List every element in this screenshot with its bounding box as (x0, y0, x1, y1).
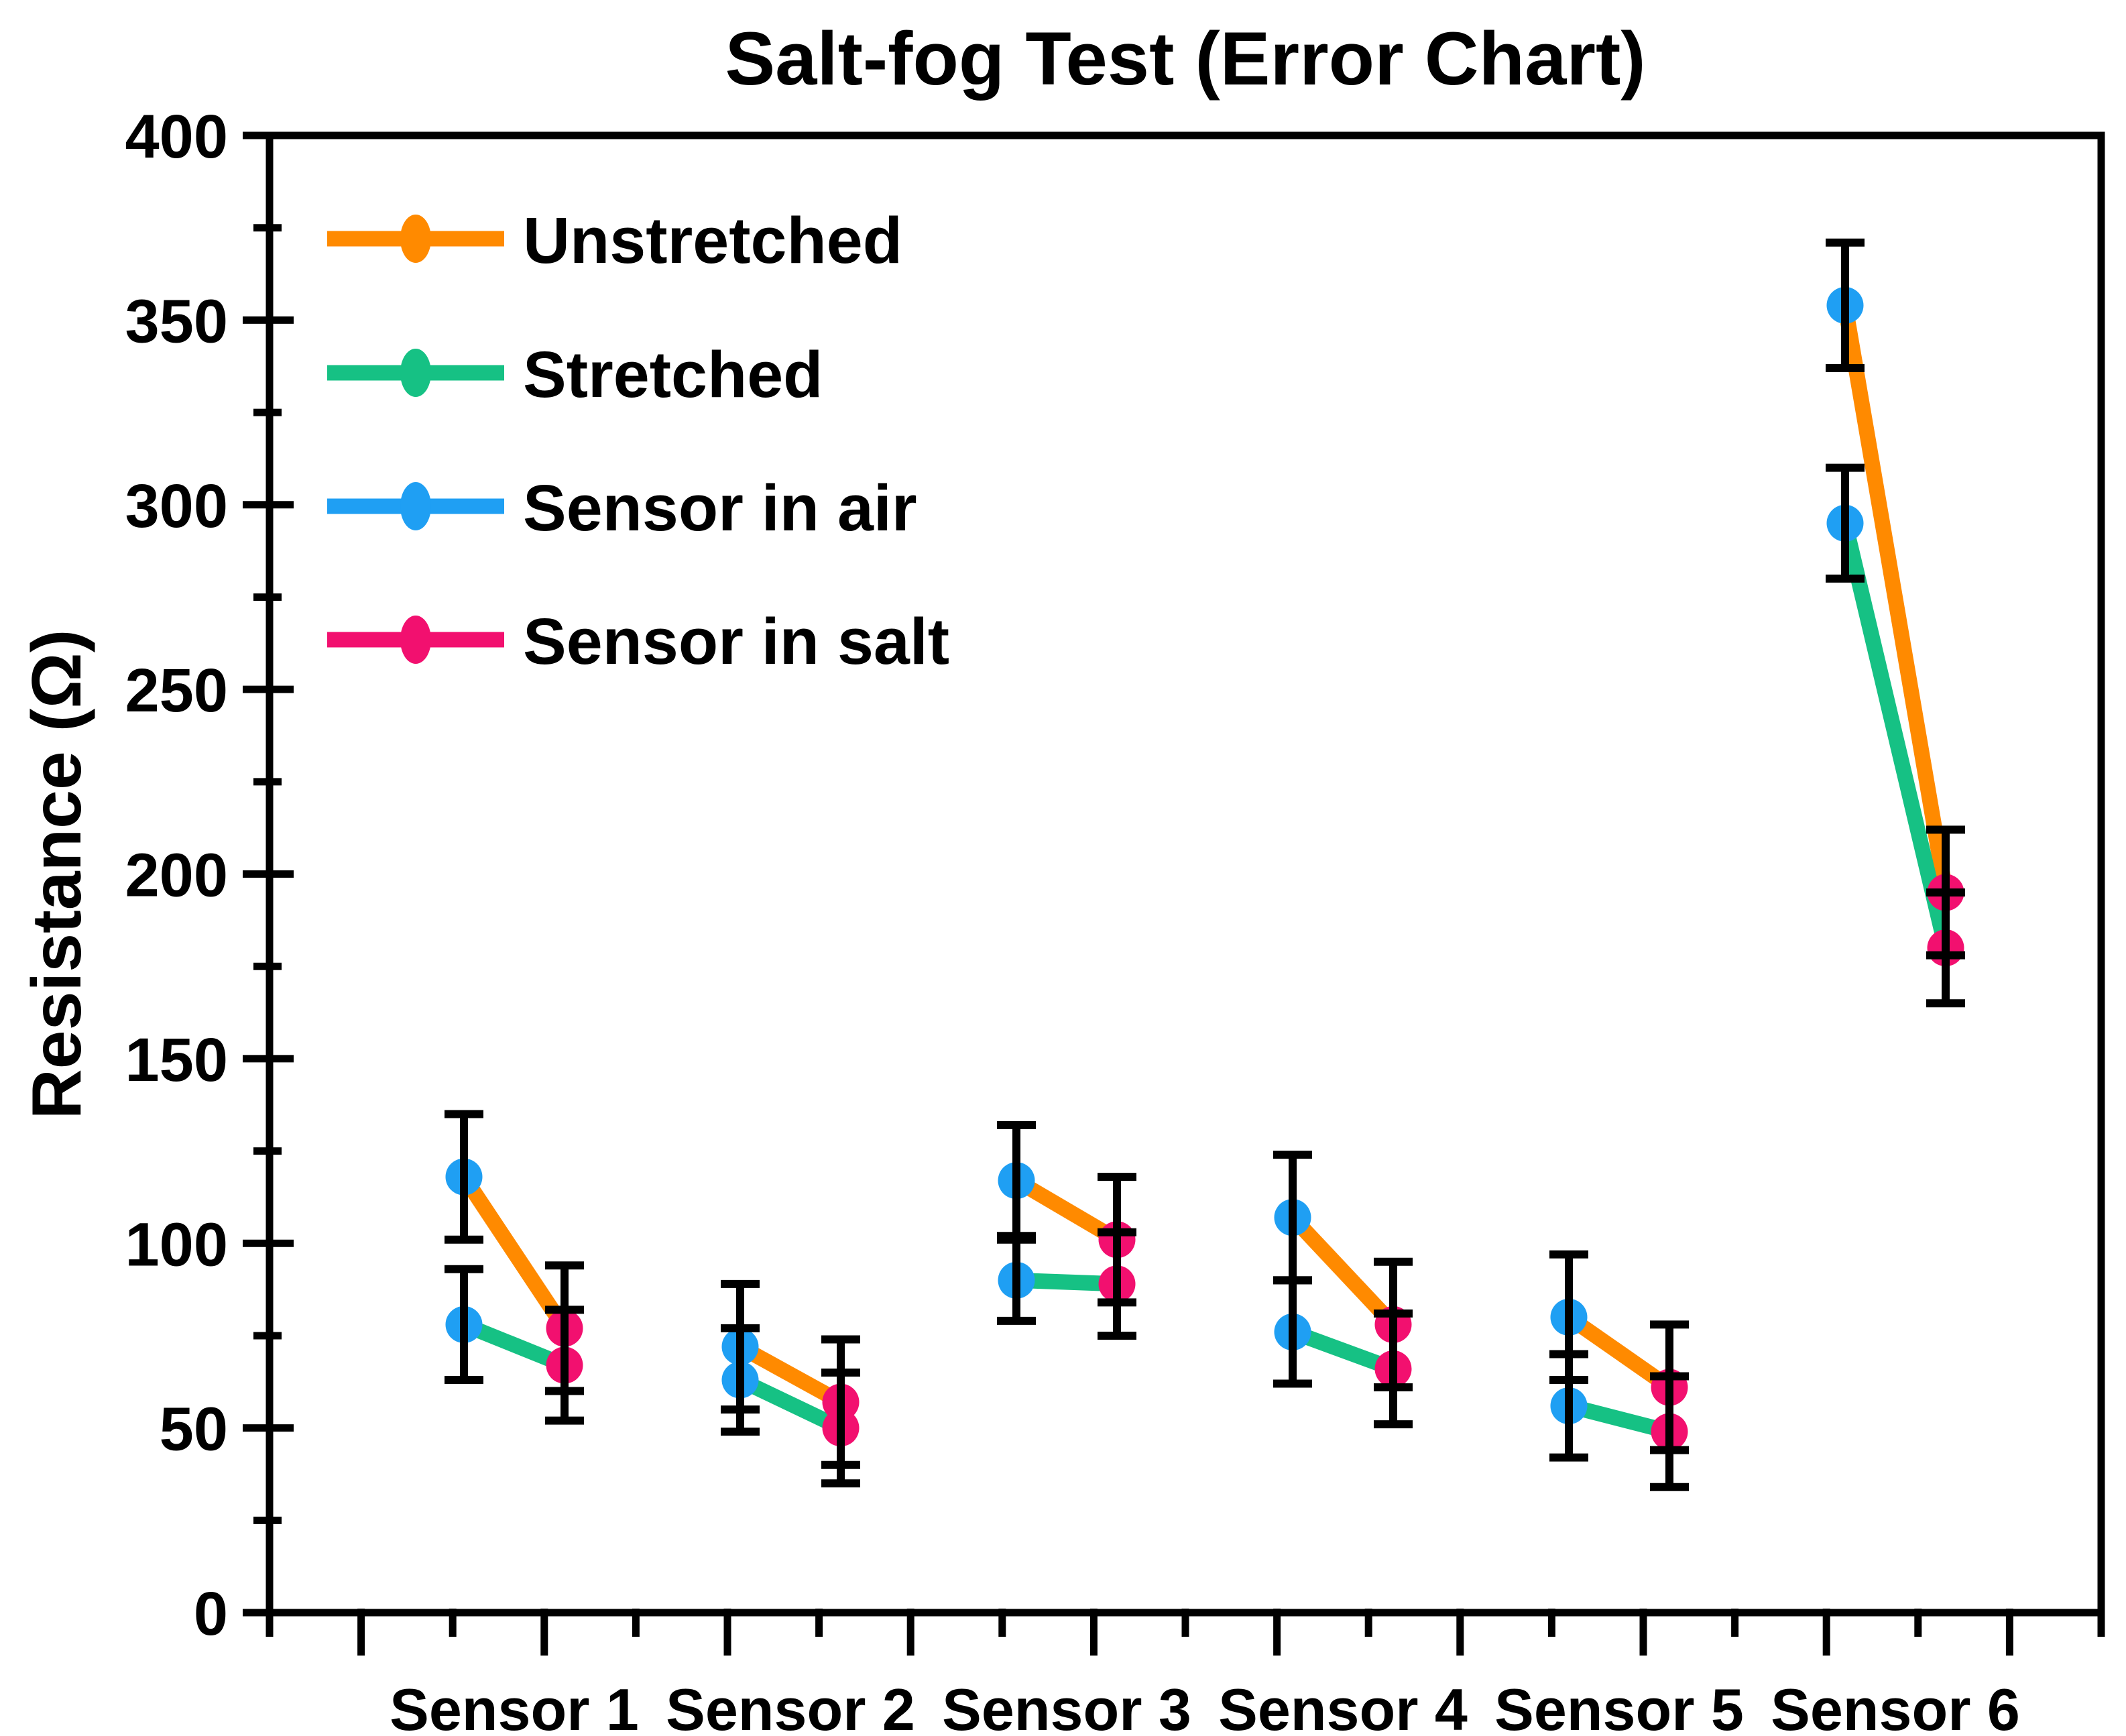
legend-label: Unstretched (523, 204, 902, 277)
x-tick-label: Sensor 1 (390, 1676, 639, 1736)
y-tick-label: 300 (125, 472, 229, 540)
error-bar (1826, 238, 1865, 372)
y-tick-label: 400 (125, 103, 229, 171)
error-bar (997, 1235, 1036, 1325)
error-bar (821, 1369, 860, 1488)
legend-label: Stretched (523, 338, 823, 411)
legend-marker-air-icon (400, 482, 431, 530)
y-tick-label: 50 (160, 1395, 228, 1464)
legend-marker-salt-icon (400, 616, 431, 664)
legend-label: Sensor in air (523, 471, 917, 544)
error-bar (1650, 1372, 1689, 1491)
legend-marker-stretched-icon (400, 349, 431, 397)
x-tick-label: Sensor 4 (1218, 1676, 1468, 1736)
legend-item-sensor-in-air: Sensor in air (327, 471, 917, 544)
error-bar (1549, 1350, 1588, 1462)
legend-item-sensor-in-salt: Sensor in salt (327, 605, 949, 678)
y-axis-title: Resistance (Ω) (18, 630, 96, 1120)
series-segment-unstretched (736, 1340, 845, 1409)
x-axis: Sensor 1 Sensor 2 Sensor 3 Sensor 4 Sensor 5… (265, 1609, 2105, 1736)
legend-label: Sensor in salt (523, 605, 949, 678)
chart-title: Salt-fog Test (Error Chart) (725, 17, 1645, 101)
error-bar (1926, 888, 1965, 1008)
series-segment-unstretched (457, 1172, 571, 1333)
y-tick-label: 0 (194, 1580, 228, 1648)
series-segment-stretched (737, 1373, 844, 1436)
error-bar (445, 1265, 483, 1385)
y-tick-label: 150 (125, 1026, 229, 1094)
error-bar (1826, 463, 1865, 583)
y-tick-label: 350 (125, 287, 229, 355)
error-bar (721, 1324, 760, 1436)
legend-item-unstretched: Unstretched (327, 204, 902, 277)
series-segment-unstretched (1287, 1212, 1399, 1330)
y-tick-label: 200 (125, 842, 229, 910)
legend: Unstretched Stretched Sensor in air Sens… (327, 204, 949, 678)
legend-marker-unstretched-icon (400, 215, 431, 263)
y-tick-label: 250 (125, 656, 229, 725)
error-bar (445, 1110, 483, 1244)
y-axis: 0 50 100 150 200 250 300 350 400 (125, 103, 294, 1648)
legend-item-stretched: Stretched (327, 338, 823, 411)
plot-area: 0 50 100 150 200 250 300 350 400 Sensor 1 Sensor 2… (125, 103, 2105, 1736)
x-tick-label: Sensor 6 (1771, 1676, 2020, 1736)
data-points (445, 286, 1964, 1450)
error-bar (1273, 1276, 1312, 1388)
series-segment-stretched (1837, 521, 1954, 950)
error-bars (445, 238, 1965, 1491)
series-segment-unstretched (1837, 304, 1954, 894)
y-tick-label: 100 (125, 1210, 229, 1279)
x-tick-label: Sensor 2 (666, 1676, 915, 1736)
error-bar (1374, 1309, 1413, 1429)
error-bar (1098, 1228, 1136, 1340)
x-tick-label: Sensor 5 (1494, 1676, 1744, 1736)
x-tick-label: Sensor 3 (942, 1676, 1191, 1736)
error-bar (545, 1306, 584, 1425)
